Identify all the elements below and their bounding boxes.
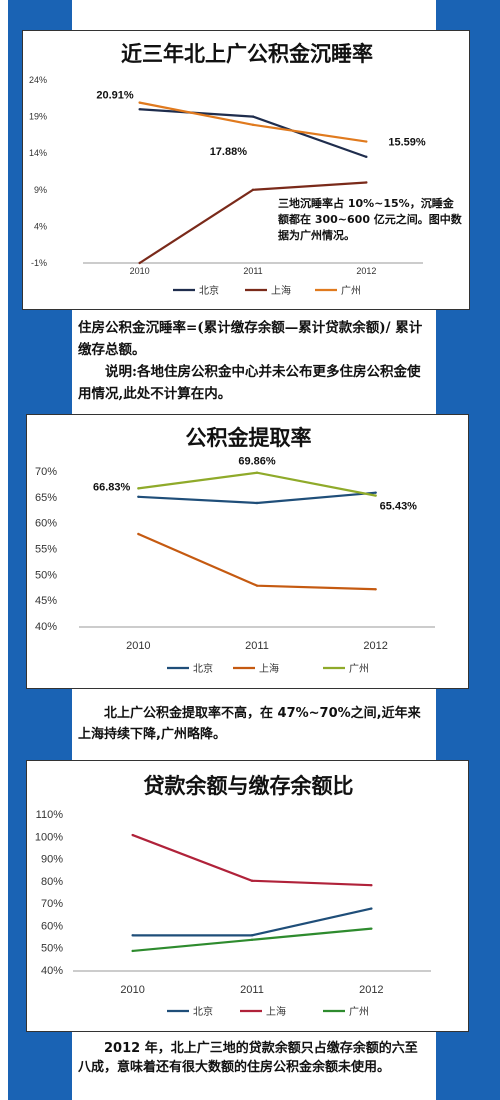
series-line [137,532,376,591]
data-point [138,108,141,111]
data-point [250,938,254,941]
data-point [365,155,368,159]
y-tick-label: 110% [36,809,64,821]
y-tick-label: -1% [31,258,47,268]
y-tick-label: 50% [41,943,63,955]
legend-label: 北京 [199,284,219,297]
dormancy-rate-chart: 近三年北上广公积金沉睡率 24% 19% 14% 9% 4% -1% 2010 2011 2012… [29,42,426,297]
y-tick-label: 40% [41,965,63,977]
x-tick-label: 2010 [126,640,150,652]
x-tick-label: 2011 [245,640,269,652]
legend-label: 上海 [266,1005,286,1018]
y-tick-label: 4% [34,221,47,231]
x-tick-label: 2012 [359,984,383,996]
data-point [370,927,373,930]
data-label: 66.83% [93,481,131,493]
y-tick-label: 40% [35,621,57,633]
y-tick-label: 70% [41,898,63,910]
y-tick-label: 9% [34,185,47,195]
y-tick-label: 55% [35,544,57,556]
data-point [250,879,254,882]
data-label: 20.91% [96,90,134,102]
y-tick-label: 100% [35,831,63,843]
loan-deposit-ratio-chart: 贷款余额与缴存余额比 110% 100% 90% 80% 70% 60% 50% 40% 2010… [35,774,431,1018]
data-point [131,833,134,837]
y-tick-label: 14% [29,148,47,158]
data-point [131,949,134,953]
legend-label: 上海 [259,662,279,675]
x-tick-label: 2010 [120,984,144,996]
data-label: 69.86% [238,456,276,468]
withdrawal-summary-text: 北上广公积金提取率不高，在 47%~70%之间,近年来上海持续下降,广州略降。 [72,697,436,759]
legend-label: 广州 [349,663,369,675]
y-tick-label: 80% [41,876,63,888]
data-point [255,501,259,505]
data-point [251,115,255,118]
x-tick-label: 2010 [130,266,150,276]
series-line [139,101,367,143]
legend-label: 上海 [271,284,291,297]
data-point [374,494,377,497]
data-label: 65.43% [380,501,418,513]
dormancy-definition-text: 住房公积金沉睡率=(累计缴存余额—累计贷款余额)/ 累计缴存总额。 说明:各地住… [72,313,436,409]
chart-title: 公积金提取率 [186,426,312,450]
y-tick-label: 24% [29,75,47,85]
data-point [255,584,259,587]
data-point [131,934,134,937]
x-tick-label: 2011 [240,984,264,996]
legend-label: 广州 [349,1006,369,1018]
chart-panel-dormancy-rate: 近三年北上广公积金沉睡率 24% 19% 14% 9% 4% -1% 2010 2011 2012… [22,30,470,310]
data-point [255,471,259,474]
chart-panel-loan-deposit-ratio: 贷款余额与缴存余额比 110% 100% 90% 80% 70% 60% 50% 40% 2010… [26,760,469,1032]
chart-title: 近三年北上广公积金沉睡率 [121,42,373,66]
series-line [132,834,372,887]
data-point [370,907,373,910]
explanation-paragraph: 说明:各地住房公积金中心并未公布更多住房公积金使用情况,此处不计算在内。 [78,364,421,402]
y-tick-label: 45% [35,595,57,607]
y-tick-label: 65% [35,492,57,504]
data-point [365,181,368,184]
x-tick-label: 2012 [356,266,376,276]
data-point [137,495,140,498]
data-point [365,140,368,143]
data-point [374,491,377,494]
data-point [137,532,140,536]
chart-panel-withdrawal-rate: 公积金提取率 70% 65% 60% 55% 50% 45% 40% 2010 2011 2012 6… [26,414,469,689]
data-point [138,101,141,104]
x-tick-label: 2012 [363,640,387,652]
loan-ratio-summary-text: 2012 年，北上广三地的贷款余额只占缴存余额的六至八成，意味着还有很大数额的住… [72,1036,436,1100]
y-tick-label: 50% [35,569,57,581]
legend-label: 北京 [193,662,213,675]
data-point [251,188,255,191]
withdrawal-rate-chart: 公积金提取率 70% 65% 60% 55% 50% 45% 40% 2010 2011 2012 6… [35,426,435,675]
definition-paragraph: 住房公积金沉睡率=(累计缴存余额—累计贷款余额)/ 累计缴存总额。 [78,320,423,358]
legend-label: 广州 [341,285,361,297]
data-point [251,123,255,126]
data-label: 17.88% [210,146,248,158]
legend-label: 北京 [193,1005,213,1018]
y-tick-label: 60% [35,518,57,530]
data-point [137,487,140,490]
data-point [370,884,373,887]
chart-title: 贷款余额与缴存余额比 [144,774,354,798]
data-point [250,934,254,937]
y-tick-label: 90% [41,854,63,866]
data-point [374,588,377,591]
x-tick-label: 2011 [243,266,262,276]
series-line [138,471,376,497]
y-tick-label: 19% [29,112,47,122]
data-label: 15.59% [388,137,426,149]
series-line [138,491,376,505]
y-tick-label: 70% [35,466,57,478]
y-tick-label: 60% [41,920,63,932]
data-point [138,261,141,265]
chart-note: 三地沉睡率占 10%~15%，沉睡金额都在 300~600 亿元之间。图中数据为… [278,196,463,244]
